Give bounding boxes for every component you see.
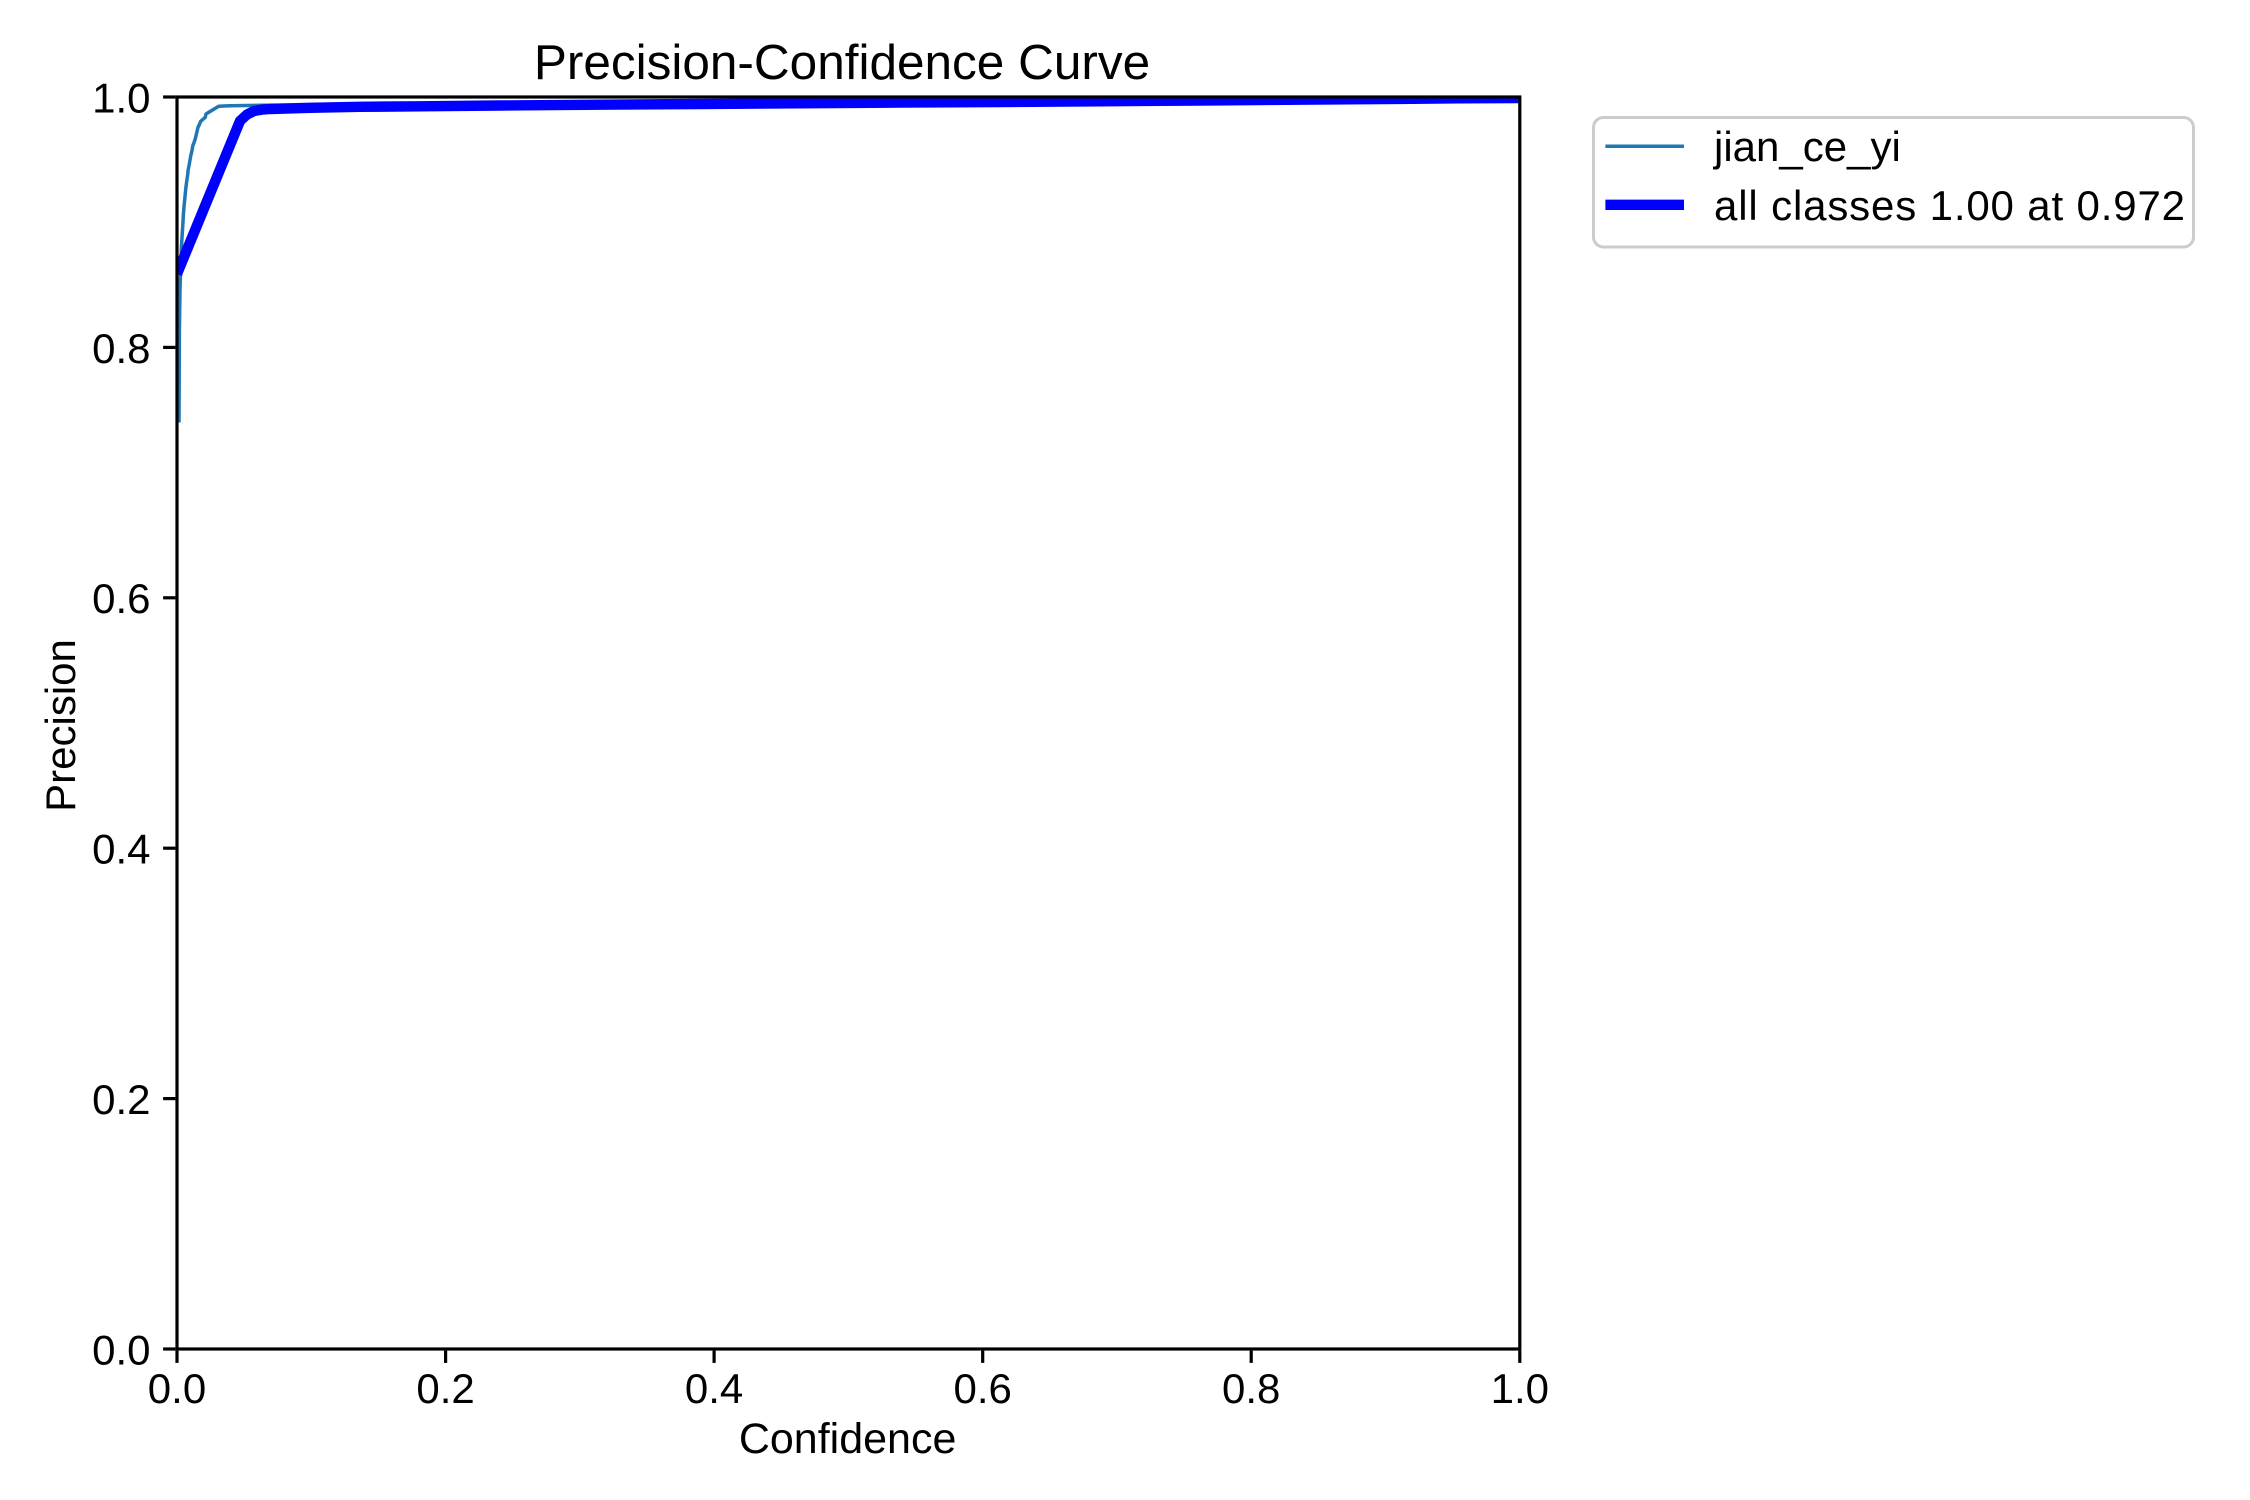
svg-text:all classes 1.00 at 0.972: all classes 1.00 at 0.972: [1714, 182, 2186, 229]
svg-text:Confidence: Confidence: [739, 1415, 957, 1463]
svg-text:1.0: 1.0: [92, 74, 150, 121]
svg-text:0.2: 0.2: [416, 1365, 474, 1412]
svg-text:0.0: 0.0: [92, 1326, 150, 1373]
svg-text:jian_ce_yi: jian_ce_yi: [1712, 123, 1901, 170]
svg-text:1.0: 1.0: [1491, 1365, 1549, 1412]
svg-text:0.6: 0.6: [92, 575, 150, 622]
svg-text:0.2: 0.2: [92, 1076, 150, 1123]
svg-text:Precision: Precision: [37, 639, 84, 812]
svg-text:0.0: 0.0: [148, 1365, 206, 1412]
svg-text:0.8: 0.8: [92, 325, 150, 372]
svg-text:0.8: 0.8: [1222, 1365, 1280, 1412]
svg-text:0.6: 0.6: [954, 1365, 1012, 1412]
svg-text:0.4: 0.4: [685, 1365, 743, 1412]
svg-text:0.4: 0.4: [92, 826, 150, 873]
svg-text:Precision-Confidence Curve: Precision-Confidence Curve: [534, 35, 1150, 90]
